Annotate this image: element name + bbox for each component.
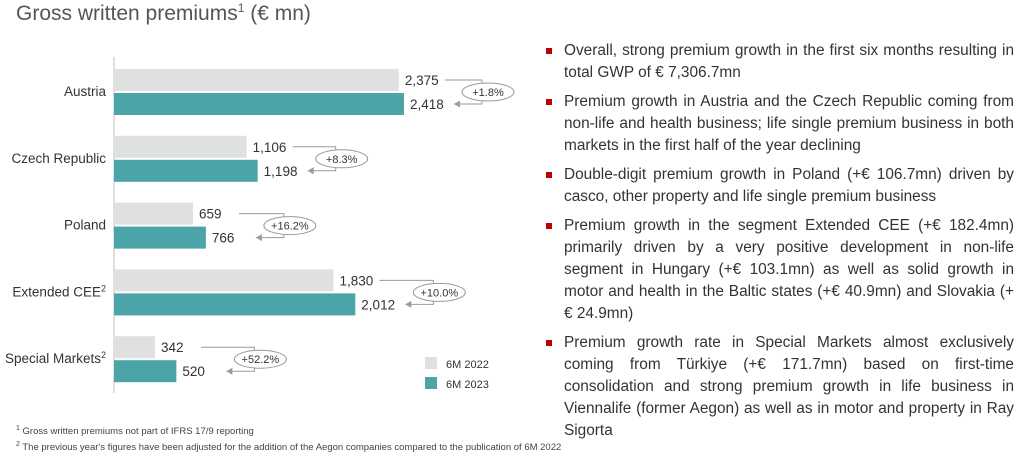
- change-pill: [412, 282, 466, 302]
- footnotes: 1 Gross written premiums not part of IFR…: [16, 424, 561, 456]
- legend-swatch: [425, 377, 437, 389]
- footnote-mark: 2: [16, 440, 20, 448]
- category-label: Special Markets2: [5, 350, 106, 366]
- bullet-item: Premium growth in the segment Extended C…: [546, 215, 1014, 325]
- title-footnote-ref: 1: [237, 1, 245, 15]
- bullet-text: Premium growth in Austria and the Czech …: [564, 93, 1014, 154]
- bullet-square-icon: [546, 223, 552, 229]
- chart-title: Gross written premiums1 (€ mn): [16, 2, 311, 26]
- category-label: Austria: [64, 84, 107, 99]
- change-pill: [461, 82, 515, 102]
- change-arrow-icon: [454, 100, 460, 108]
- title-text: Gross written premiums: [16, 2, 238, 25]
- bullet-item: Double-digit premium growth in Poland (+…: [546, 164, 1014, 208]
- category-label: Poland: [64, 218, 106, 233]
- change-label: +1.8%: [472, 87, 504, 99]
- bar-6m-2023: [114, 293, 356, 316]
- legend-label: 6M 2022: [446, 359, 489, 371]
- change-pill: [263, 216, 317, 236]
- bullet-text: Premium growth rate in Special Markets a…: [564, 334, 1014, 439]
- bullet-item: Premium growth in Austria and the Czech …: [546, 91, 1014, 157]
- value-label-6m-2022: 1,830: [339, 273, 373, 288]
- bullet-square-icon: [546, 99, 552, 105]
- change-label: +10.0%: [420, 287, 458, 299]
- change-pill: [233, 349, 287, 369]
- value-label-6m-2022: 659: [199, 207, 222, 222]
- change-arrow-icon: [405, 300, 412, 308]
- bullet-square-icon: [546, 48, 552, 54]
- footnote-2: 2 The previous year's figures have been …: [16, 440, 561, 456]
- title-unit: (€ mn): [244, 2, 311, 25]
- legend-swatch: [425, 357, 437, 369]
- change-label: +52.2%: [242, 354, 280, 366]
- bar-chart: Austria 2,375 2,418 +1.8% Czech Republic 1,10…: [5, 57, 515, 393]
- value-label-6m-2023: 2,418: [410, 97, 444, 112]
- bar-6m-2022: [114, 135, 247, 158]
- bar-6m-2023: [114, 159, 258, 182]
- change-arrow-icon: [226, 367, 233, 375]
- bar-6m-2022: [114, 336, 156, 359]
- category-label: Czech Republic: [11, 151, 106, 166]
- value-label-6m-2022: 2,375: [405, 73, 439, 88]
- footnote-1: 1 Gross written premiums not part of IFR…: [16, 424, 561, 440]
- value-label-6m-2023: 766: [212, 231, 235, 246]
- bar-6m-2022: [114, 69, 399, 91]
- bullet-square-icon: [546, 340, 552, 346]
- bullet-square-icon: [546, 172, 552, 178]
- footnote-text: The previous year's figures have been ad…: [19, 442, 562, 453]
- change-arrow-icon: [255, 234, 262, 242]
- category-label: Extended CEE2: [12, 283, 106, 299]
- bar-6m-2023: [114, 360, 177, 383]
- bullet-item: Overall, strong premium growth in the fi…: [546, 40, 1014, 84]
- bullet-text: Overall, strong premium growth in the fi…: [564, 42, 1014, 81]
- bullet-list: Overall, strong premium growth in the fi…: [546, 40, 1014, 449]
- bar-6m-2023: [114, 226, 206, 249]
- value-label-6m-2023: 2,012: [361, 297, 395, 312]
- legend-label: 6M 2023: [446, 379, 489, 391]
- bar-6m-2022: [114, 269, 334, 292]
- bullet-text: Premium growth in the segment Extended C…: [564, 217, 1014, 322]
- change-arrow-icon: [307, 167, 314, 175]
- change-pill: [315, 149, 369, 169]
- bar-6m-2023: [114, 93, 404, 115]
- bullet-item: Premium growth rate in Special Markets a…: [546, 332, 1014, 442]
- footnote-text: Gross written premiums not part of IFRS …: [19, 426, 254, 437]
- value-label-6m-2022: 342: [161, 340, 184, 355]
- footnote-mark: 1: [16, 424, 20, 432]
- bullet-text: Double-digit premium growth in Poland (+…: [564, 166, 1014, 205]
- change-label: +16.2%: [271, 221, 309, 233]
- value-label-6m-2023: 520: [182, 364, 205, 379]
- value-label-6m-2023: 1,198: [264, 164, 298, 179]
- bar-6m-2022: [114, 202, 194, 225]
- change-label: +8.3%: [326, 154, 358, 166]
- value-label-6m-2022: 1,106: [253, 140, 287, 155]
